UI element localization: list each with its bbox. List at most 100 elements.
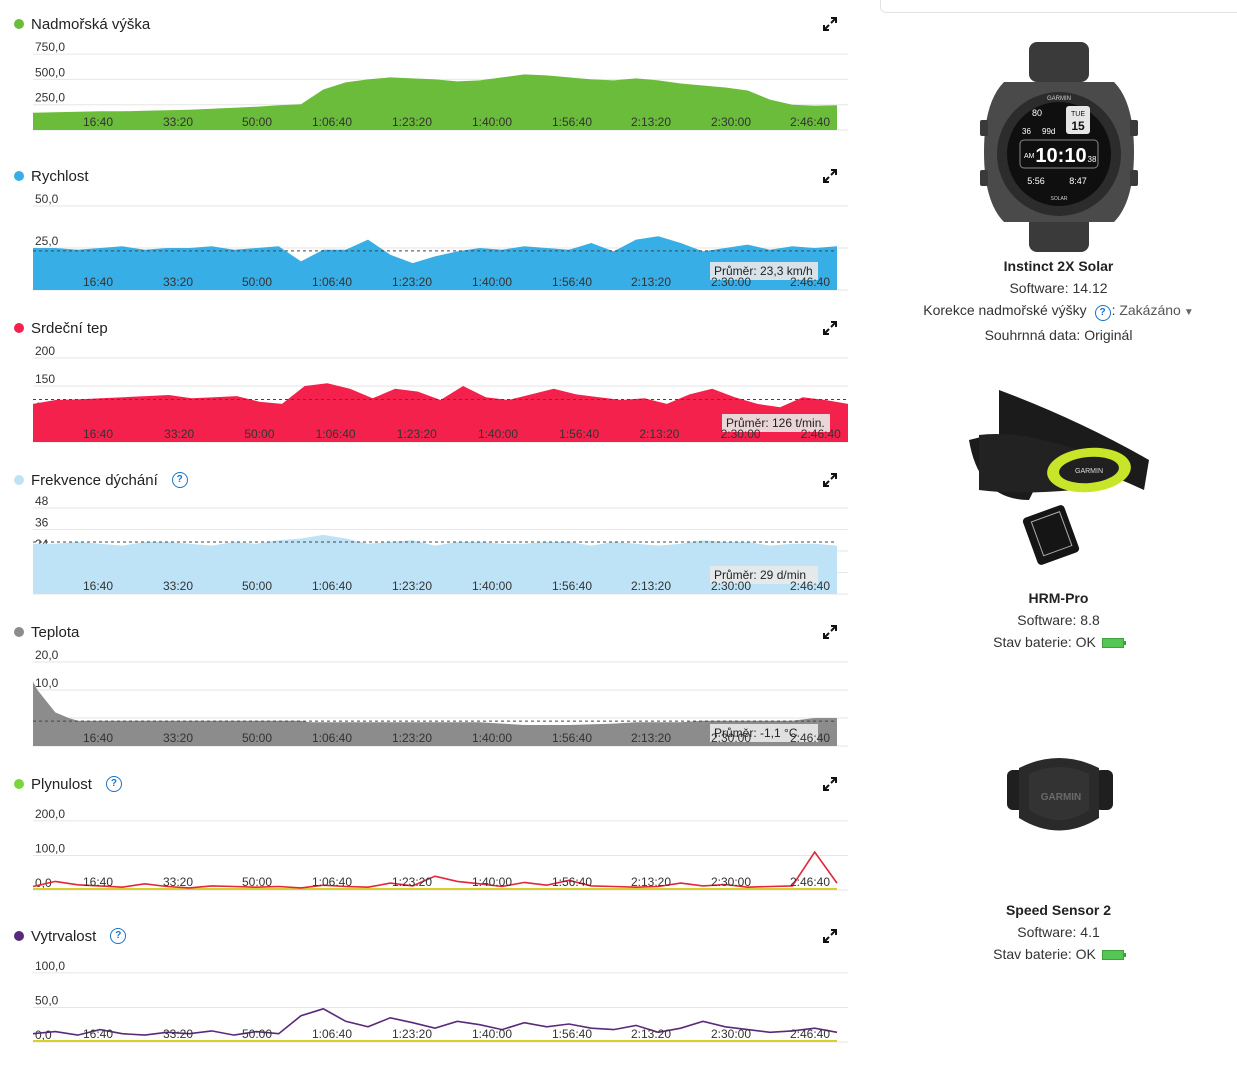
x-tick-label: 1:40:00 [472,115,512,129]
series-area-speed [33,236,837,290]
expand-icon[interactable] [822,320,838,336]
x-tick-label: 1:23:20 [392,579,432,593]
expand-icon[interactable] [822,472,838,488]
chart-title: Srdeční tep [31,319,108,337]
average-label: Průměr: 29 d/min [714,568,806,582]
device-instinct: GARMIN 80 36 99d TUE 15 AM 10:10 38 5:56… [880,42,1237,343]
legend-dot [14,171,24,181]
x-tick-label: 33:20 [163,1027,193,1041]
x-tick-label: 2:13:20 [631,579,671,593]
series-area-heart_rate [33,383,848,442]
device-speed-sensor: GARMIN Speed Sensor 2 Software: 4.1 Stav… [880,748,1237,962]
altitude-correction-label: Korekce nadmořské výšky [923,302,1087,318]
x-tick-label: 2:30:00 [711,1027,751,1041]
y-tick-label: 50,0 [35,993,59,1007]
x-tick-label: 2:30:00 [711,731,751,745]
x-tick-label: 2:30:00 [711,875,751,889]
battery-status-row: Stav baterie: OK [880,946,1237,962]
x-tick-label: 50:00 [244,427,274,441]
battery-icon [1101,638,1126,649]
x-tick-label: 1:56:40 [552,115,592,129]
y-tick-label: 150 [35,372,55,386]
series-area-altitude [33,74,837,130]
chart-header: Teplota [14,622,79,642]
summary-data: Souhrnná data: Originál [984,327,1133,343]
x-tick-label: 2:13:20 [631,875,671,889]
x-tick-label: 16:40 [83,579,113,593]
chart-header: Srdeční tep [14,318,108,338]
x-tick-label: 1:23:20 [397,427,437,441]
series-line-grit [32,1007,838,1036]
x-tick-label: 1:56:40 [552,875,592,889]
altitude-correction-row: Korekce nadmořské výšky ?: Zakázáno ▼ [880,302,1237,321]
altitude-correction-dropdown[interactable]: Zakázáno ▼ [1119,302,1193,318]
average-badge [710,262,818,280]
y-tick-label: 250,0 [35,91,65,105]
x-tick-label: 33:20 [163,115,193,129]
hrm-strap-image: GARMIN [968,390,1149,565]
x-tick-label: 2:30:00 [711,579,751,593]
battery-status: Stav baterie: OK [993,946,1096,962]
series-area-respiration [33,534,837,594]
legend-dot [14,475,24,485]
expand-icon[interactable] [822,624,838,640]
x-tick-label: 1:23:20 [392,1027,432,1041]
x-tick-label: 1:40:00 [472,731,512,745]
help-icon[interactable]: ? [105,776,122,792]
battery-icon [1101,950,1126,961]
y-tick-label: 36 [35,516,49,530]
series-line-flow [32,850,838,889]
x-tick-label: 1:23:20 [392,275,432,289]
x-tick-label: 2:46:40 [790,115,830,129]
x-tick-label: 2:13:20 [631,731,671,745]
chart-header: Vytrvalost? [14,926,127,946]
x-tick-label: 1:56:40 [552,579,592,593]
x-tick-label: 1:06:40 [312,579,352,593]
device-software: Software: 4.1 [1017,924,1100,940]
x-tick-label: 2:46:40 [790,875,830,889]
help-icon[interactable]: ? [171,472,188,488]
hrm-brand-text: GARMIN [1075,468,1103,475]
x-tick-label: 16:40 [83,731,113,745]
x-tick-label: 33:20 [163,875,193,889]
expand-icon[interactable] [822,928,838,944]
device-software: Software: 8.8 [1017,612,1100,628]
y-tick-label: 100,0 [35,959,65,973]
chart-header: Plynulost? [14,774,122,794]
expand-icon[interactable] [822,16,838,32]
x-tick-label: 1:06:40 [312,275,352,289]
chart-flow: 0,0 100,0 200,0 16:40 33:20 50:00 1:06:40 1:23:… [0,760,860,912]
chart-header: Rychlost [14,166,89,186]
x-tick-label: 2:30:00 [711,115,751,129]
help-icon[interactable]: ? [1094,305,1111,321]
watch-time: 10:10 [1035,145,1086,167]
expand-icon[interactable] [822,168,838,184]
y-tick-label: 10,0 [35,676,59,690]
watch-bottom-left: 5:56 [1027,176,1045,186]
average-badge [710,724,818,742]
x-tick-label: 33:20 [163,731,193,745]
x-tick-label: 2:13:20 [631,1027,671,1041]
x-tick-label: 33:20 [164,427,194,441]
average-badge [722,414,830,432]
y-tick-label: 200 [35,344,55,358]
chart-title: Teplota [31,623,80,641]
expand-icon[interactable] [822,776,838,792]
x-tick-label: 2:13:20 [631,115,671,129]
x-tick-label: 2:46:40 [790,1027,830,1041]
caret-down-icon: ▼ [1183,307,1194,318]
x-tick-label: 2:46:40 [790,275,830,289]
battery-status: Stav baterie: OK [993,634,1096,650]
x-tick-label: 1:40:00 [472,875,512,889]
chart-plot: 0250,0500,0750,016:4033:2050:001:06:401:… [33,40,848,131]
x-tick-label: 1:06:40 [312,115,352,129]
legend-dot [14,323,24,333]
help-icon[interactable]: ? [110,928,127,944]
chart-header: Frekvence dýchání? [14,470,188,490]
legend-dot [14,779,24,789]
watch-bottom-right: 8:47 [1069,176,1087,186]
chart-title: Plynulost [31,775,92,793]
chart-title: Frekvence dýchání [31,471,158,489]
